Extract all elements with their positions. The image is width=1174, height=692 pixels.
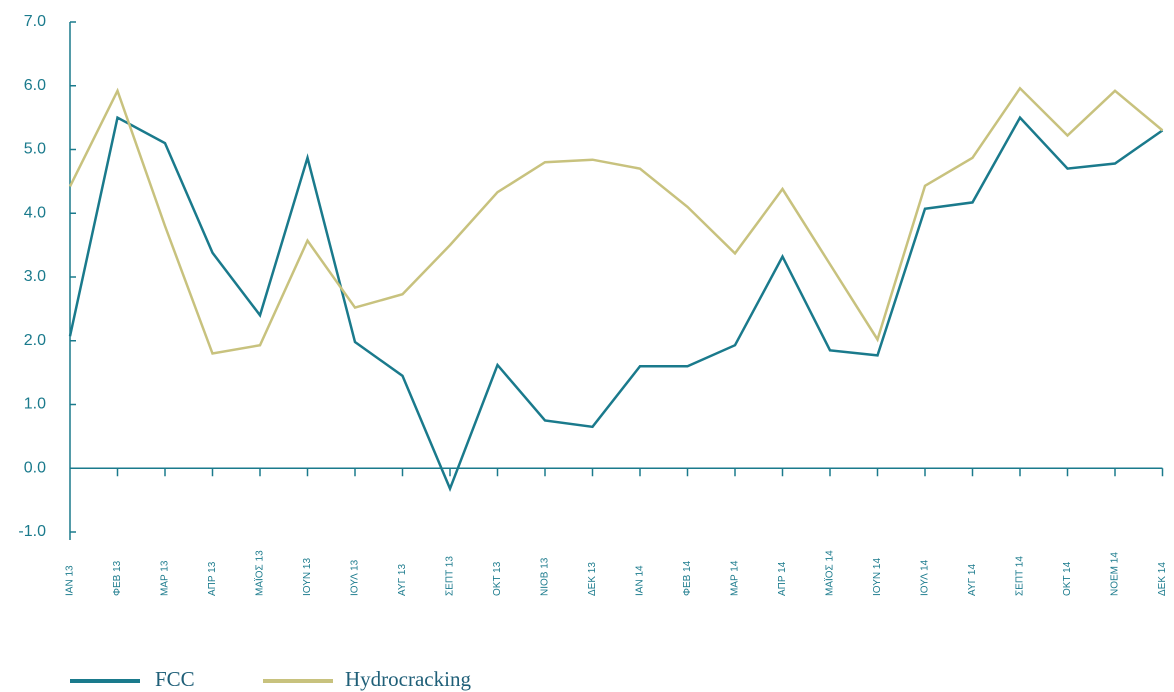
x-tick-label: ΣΕΠΤ 13 (445, 556, 456, 596)
y-tick-label: 2.0 (24, 332, 46, 349)
x-tick-label: ΑΥΓ 13 (397, 564, 408, 596)
x-tick-label: ΣΕΠΤ 14 (1015, 556, 1026, 596)
x-tick-label: ΑΠΡ 14 (777, 561, 788, 596)
x-tick-label: ΦΕΒ 14 (682, 560, 693, 596)
x-tick-label: ΙΟΥΛ 14 (920, 559, 931, 596)
y-tick-label: 4.0 (24, 204, 46, 221)
y-tick-label: 6.0 (24, 77, 46, 94)
legend-label: Hydrocracking (345, 667, 471, 691)
y-tick-label: 5.0 (24, 141, 46, 158)
x-tick-label: ΟΚΤ 13 (492, 561, 503, 596)
x-tick-label: ΙΑΝ 13 (65, 565, 76, 596)
x-tick-label: ΟΚΤ 14 (1062, 561, 1073, 596)
y-tick-label: 7.0 (24, 13, 46, 30)
x-tick-label: ΔΕΚ 13 (587, 562, 598, 596)
y-tick-label: 3.0 (24, 268, 46, 285)
x-tick-label: ΙΟΥΝ 13 (302, 558, 313, 596)
x-tick-label: ΙΟΥΝ 14 (872, 558, 883, 596)
x-tick-label: ΙΟΥΛ 13 (350, 559, 361, 596)
legend-label: FCC (155, 667, 195, 691)
series-line (68, 86, 1164, 355)
x-tick-label: ΜΑΪΟΣ 13 (254, 550, 266, 596)
x-tick-label: ΦΕΒ 13 (112, 560, 123, 596)
x-tick-label: ΙΑΝ 14 (635, 565, 646, 596)
y-tick-label: -1.0 (18, 523, 46, 540)
x-tick-label: ΝΟΕΜ 14 (1110, 552, 1121, 596)
y-tick-label: 1.0 (24, 396, 46, 413)
x-tick-label: ΜΑΡ 13 (160, 560, 171, 596)
x-tick-label: ΜΑΡ 14 (730, 560, 741, 596)
x-tick-label: ΔΕΚ 14 (1157, 562, 1168, 596)
series-line (68, 115, 1164, 492)
x-tick-label: ΑΠΡ 13 (207, 561, 218, 596)
x-tick-label: ΑΥΓ 14 (967, 564, 978, 596)
y-tick-label: 0.0 (24, 459, 46, 476)
x-tick-label: ΜΑΪΟΣ 14 (824, 550, 836, 596)
x-tick-label: ΝΙΟΒ 13 (540, 557, 551, 596)
